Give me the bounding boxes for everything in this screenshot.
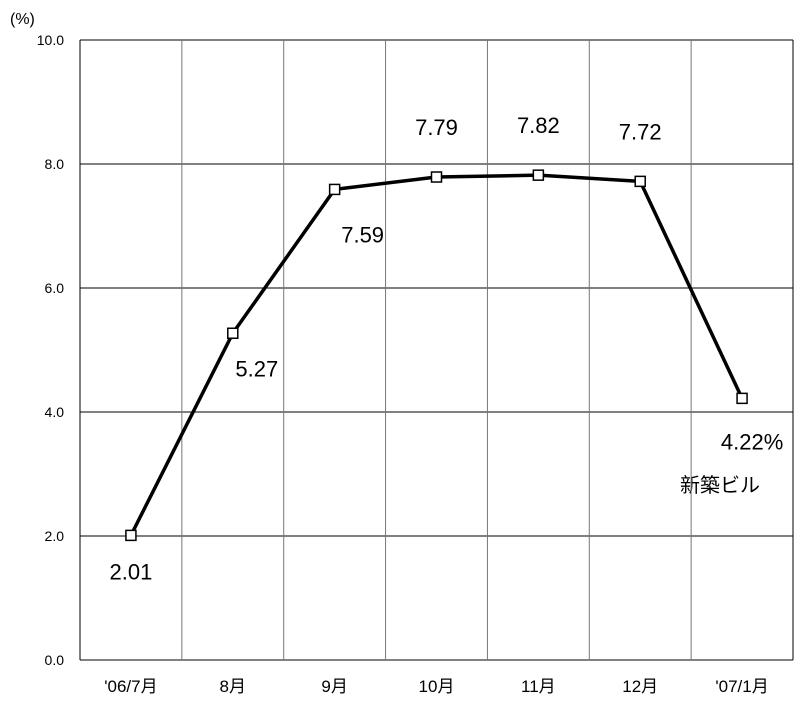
data-point-marker	[634, 175, 646, 188]
y-tick-label: 0.0	[45, 652, 65, 668]
data-point-marker	[125, 529, 137, 542]
x-tick-label: '06/7月	[104, 677, 157, 696]
data-point-marker	[430, 171, 443, 183]
data-label: 7.72	[619, 119, 662, 144]
data-point-marker	[532, 169, 545, 181]
y-tick-label: 4.0	[45, 404, 65, 420]
x-tick-label: 11月	[521, 677, 556, 696]
data-point-marker	[227, 327, 239, 340]
series-name-label: 新築ビル	[680, 474, 760, 497]
y-tick-label: 6.0	[45, 280, 65, 296]
x-tick-label: 12月	[622, 677, 658, 696]
data-label: 7.82	[517, 113, 560, 138]
x-tick-label: '07/1月	[715, 677, 768, 696]
data-label: 2.01	[110, 559, 153, 584]
data-label: 5.27	[235, 356, 278, 381]
y-tick-label: 8.0	[45, 156, 65, 172]
data-label: 7.79	[415, 115, 458, 140]
y-tick-label: 2.0	[45, 528, 65, 544]
data-label: 7.59	[341, 222, 384, 247]
x-tick-label: 9月	[321, 677, 347, 696]
data-point-marker	[736, 392, 748, 405]
y-unit-label: (%)	[10, 11, 35, 28]
x-tick-label: 10月	[419, 677, 455, 696]
y-tick-label: 10.0	[37, 32, 64, 48]
data-point-marker	[328, 183, 341, 196]
data-label: 4.22%	[721, 429, 783, 454]
series-line	[129, 173, 744, 537]
x-tick-label: 8月	[220, 677, 246, 696]
